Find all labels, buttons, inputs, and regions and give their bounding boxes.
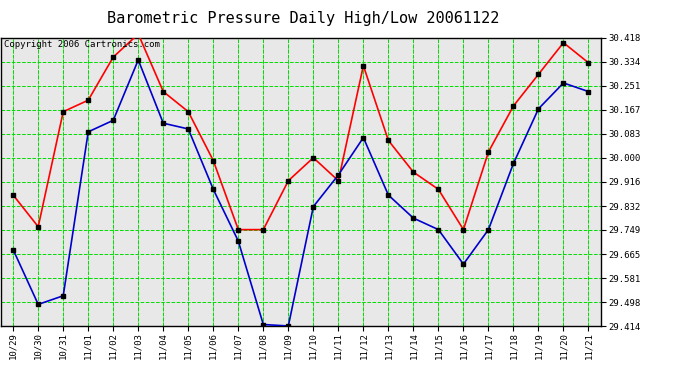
- Text: Barometric Pressure Daily High/Low 20061122: Barometric Pressure Daily High/Low 20061…: [108, 11, 500, 26]
- Text: Copyright 2006 Cartronics.com: Copyright 2006 Cartronics.com: [3, 40, 159, 50]
